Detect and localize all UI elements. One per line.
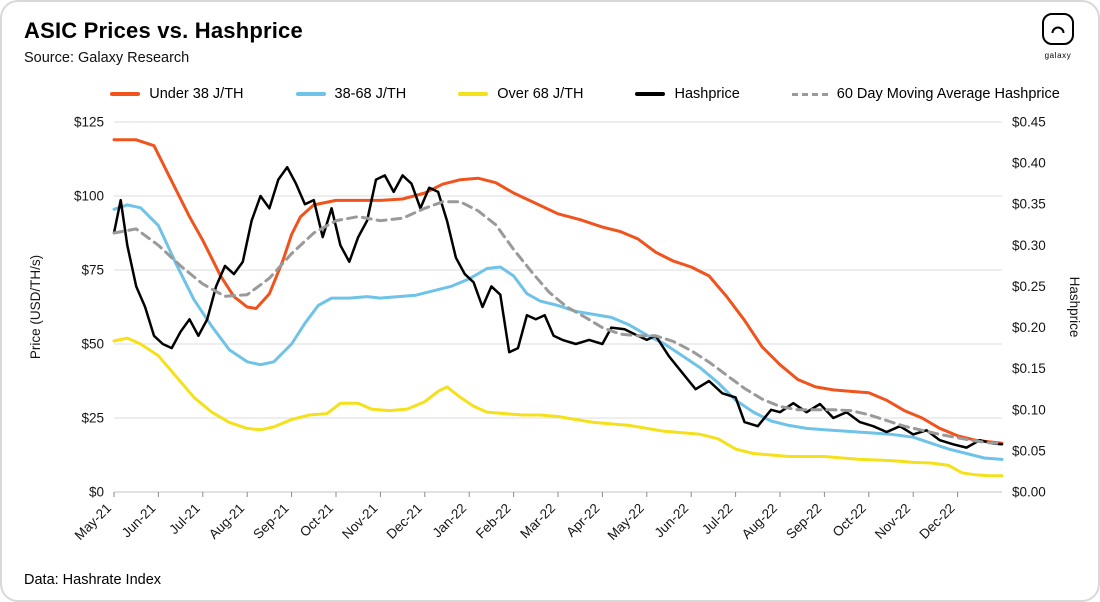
y-right-tick-label: $0.25 xyxy=(1012,279,1046,294)
x-tick-label: Apr-22 xyxy=(563,501,602,540)
y-right-tick-label: $0.00 xyxy=(1012,485,1046,500)
legend-label: Hashprice xyxy=(674,86,740,102)
galaxy-logo: galaxy xyxy=(1034,12,1082,60)
y-left-tick-label: $100 xyxy=(74,189,104,204)
x-tick-label: Jun-21 xyxy=(119,501,159,541)
x-tick-label: May-21 xyxy=(72,501,114,543)
x-tick-label: Mar-22 xyxy=(517,501,558,542)
chart-title: ASIC Prices vs. Hashprice xyxy=(24,18,303,43)
x-tick-label: Dec-22 xyxy=(916,501,957,542)
series-line-38-68-j-th xyxy=(112,203,1004,461)
legend-label: 60 Day Moving Average Hashprice xyxy=(836,86,1060,102)
x-tick-label: Dec-21 xyxy=(384,501,425,542)
y-left-tick-label: $50 xyxy=(81,337,104,352)
x-tick-label: Sep-21 xyxy=(250,501,291,542)
x-tick-label: Jun-22 xyxy=(652,501,692,541)
x-tick-label: Jul-22 xyxy=(699,501,736,538)
y-right-tick-label: $0.15 xyxy=(1012,361,1046,376)
x-tick-label: Jan-22 xyxy=(430,501,470,541)
legend-label: Over 68 J/TH xyxy=(497,86,584,102)
y-right-tick-label: $0.20 xyxy=(1012,320,1046,335)
x-tick-label: Jul-21 xyxy=(166,501,203,538)
chart-legend: Under 38 J/TH 38-68 J/TH Over 68 J/TH Ha… xyxy=(110,86,1060,102)
y-right-tick-label: $0.45 xyxy=(1012,115,1046,130)
x-tick-label: Sep-22 xyxy=(783,501,824,542)
x-tick-label: Aug-22 xyxy=(739,501,780,542)
x-tick-label: Oct-22 xyxy=(830,501,869,540)
legend-item-over-68jth: Over 68 J/TH xyxy=(458,86,583,102)
x-tick-label: Feb-22 xyxy=(473,501,514,542)
y-left-tick-label: $125 xyxy=(74,115,104,130)
legend-swatch-hashprice xyxy=(635,92,666,96)
galaxy-logo-icon xyxy=(1042,13,1074,45)
x-tick-label: Aug-21 xyxy=(206,501,247,542)
legend-item-under-38jth: Under 38 J/TH xyxy=(110,86,244,102)
data-source-note: Data: Hashrate Index xyxy=(24,572,162,588)
source-label: Source: Galaxy Research xyxy=(24,50,190,66)
y-right-tick-label: $0.35 xyxy=(1012,197,1046,212)
y-right-tick-label: $0.30 xyxy=(1012,238,1046,253)
legend-item-60d-ma-hashprice: 60 Day Moving Average Hashprice xyxy=(791,86,1060,102)
legend-swatch-60d-ma-hashprice xyxy=(791,92,828,96)
x-tick-label: May-22 xyxy=(604,501,646,543)
series-line-60-day-moving-average-hashprice xyxy=(112,200,1004,445)
y-right-tick-label: $0.40 xyxy=(1012,156,1046,171)
x-tick-label: Nov-22 xyxy=(872,501,913,542)
y-left-tick-label: $75 xyxy=(81,263,104,278)
y-left-tick-label: $0 xyxy=(89,485,104,500)
y-right-axis-title: Hashprice xyxy=(1067,277,1082,338)
x-tick-label: Oct-21 xyxy=(297,501,336,540)
legend-label: 38-68 J/TH xyxy=(334,86,407,102)
y-left-axis-title: Price (USD/TH/s) xyxy=(28,255,43,359)
legend-item-hashprice: Hashprice xyxy=(635,86,740,102)
y-right-tick-label: $0.05 xyxy=(1012,443,1046,458)
legend-swatch-over-68jth xyxy=(458,92,489,96)
y-right-tick-label: $0.10 xyxy=(1012,402,1046,417)
legend-item-38-68jth: 38-68 J/TH xyxy=(295,86,407,102)
galaxy-logo-text: galaxy xyxy=(1044,51,1072,60)
legend-swatch-under-38jth xyxy=(110,92,141,96)
legend-swatch-38-68jth xyxy=(295,92,326,96)
y-left-tick-label: $25 xyxy=(81,411,104,426)
series-line-over-68-j-th xyxy=(112,336,1004,478)
legend-label: Under 38 J/TH xyxy=(149,86,244,102)
series-line-hashprice xyxy=(112,165,1004,449)
series-line-under-38-j-th xyxy=(112,138,1004,445)
x-tick-label: Nov-21 xyxy=(339,501,380,542)
